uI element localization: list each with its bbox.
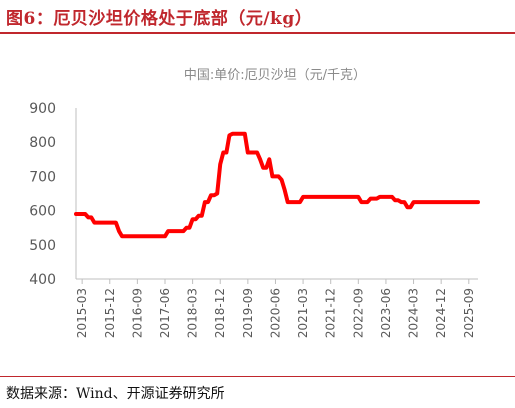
x-tick-label: 2018-03: [186, 288, 200, 338]
x-tick-label: 2022-09: [351, 288, 365, 338]
x-tick-label: 2015-03: [75, 288, 89, 338]
series-line-0: [74, 131, 480, 239]
x-tick-label: 2016-09: [130, 288, 144, 338]
y-tick-label: 900: [29, 101, 56, 117]
figure-title: 图6：厄贝沙坦价格处于底部（元/kg）: [6, 9, 313, 29]
title-divider: [0, 32, 515, 34]
x-tick-label: 2024-03: [407, 288, 421, 338]
x-tick-label: 2023-06: [379, 288, 393, 338]
x-tick-label: 2021-12: [324, 288, 338, 338]
source-note: 数据来源：Wind、开源证券研究所: [6, 386, 225, 402]
y-tick-label: 600: [29, 204, 56, 220]
x-tick-label: 2025-09: [462, 288, 476, 338]
y-tick-label: 500: [29, 238, 56, 254]
x-tick-label: 2015-12: [103, 288, 117, 338]
y-tick-label: 700: [29, 169, 56, 185]
source-divider: [0, 376, 515, 377]
price-line-chart: 中国:单价:厄贝沙坦（元/千克） 400 500 600 700 800 900 2015…: [29, 68, 480, 338]
x-tick-label: 2021-03: [296, 288, 310, 338]
series-group: [74, 131, 480, 239]
x-tick-label: 2019-09: [241, 288, 255, 338]
x-tick-label: 2017-06: [158, 288, 172, 338]
x-tick-label: 2018-12: [213, 288, 227, 338]
y-axis-group: 400 500 600 700 800 900: [29, 101, 77, 288]
y-tick-label: 400: [29, 272, 56, 288]
x-tick-label: 2024-12: [434, 288, 448, 338]
x-tick-label: 2020-06: [268, 288, 282, 338]
y-tick-label: 800: [29, 135, 56, 151]
x-axis-group: 2015-03 2015-12 2016-09 2017-06 2018-03 2018-…: [75, 278, 478, 338]
chart-title: 中国:单价:厄贝沙坦（元/千克）: [184, 68, 366, 83]
